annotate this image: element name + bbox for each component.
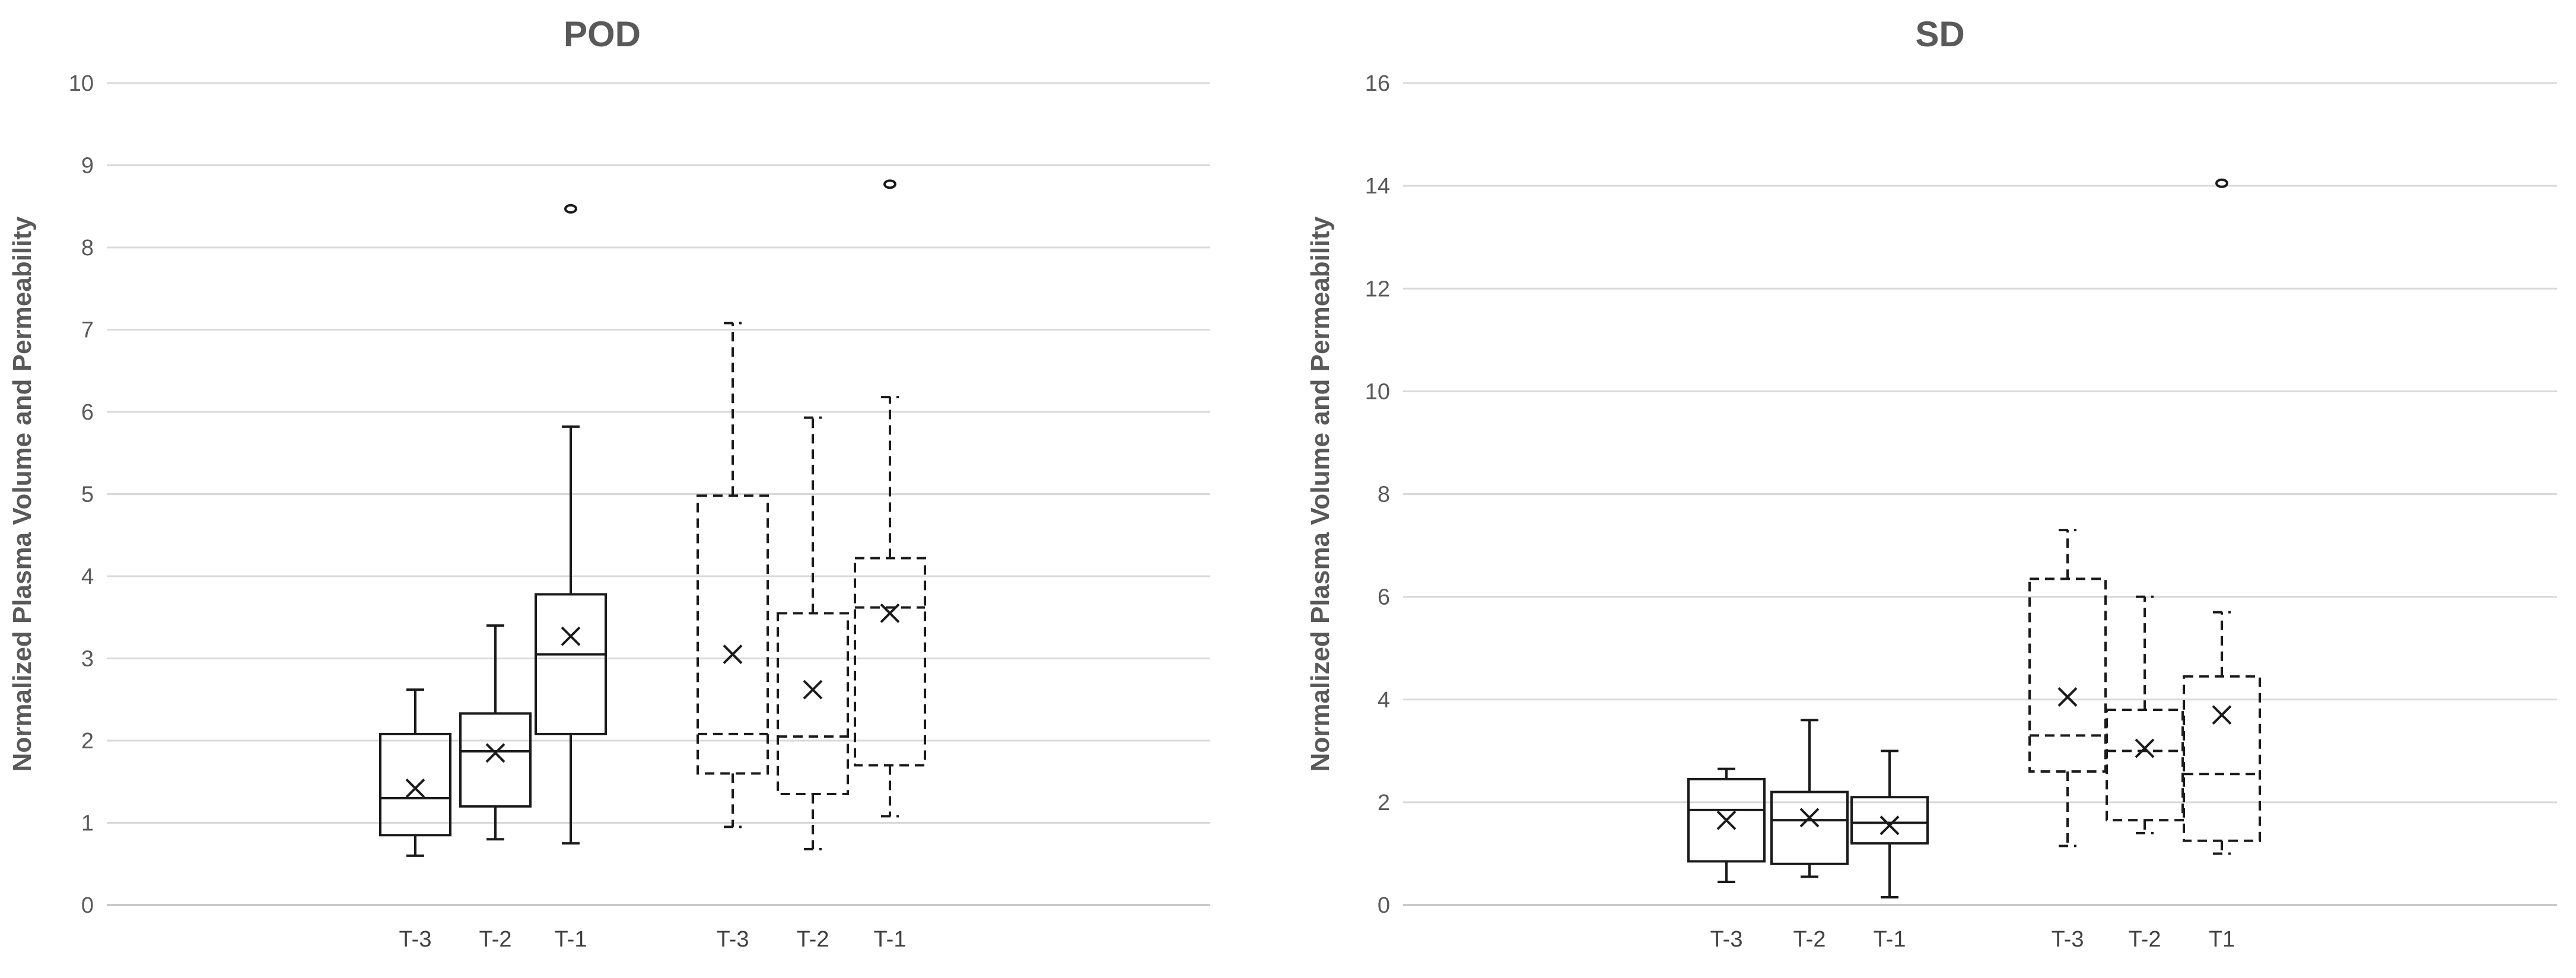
y-tick-label: 4 [1378,688,1390,713]
mean-marker [561,626,581,646]
y-tick-label: 10 [1365,379,1390,404]
box-iqr [535,593,607,735]
outlier-point [2215,178,2228,188]
box-iqr [379,732,451,837]
y-axis-label: Normalized Plasma Volume and Permeabilit… [8,216,37,771]
y-axis-label: Normalized Plasma Volume and Permeabilit… [1306,216,1335,771]
mean-marker [880,603,900,623]
y-tick-label: 10 [69,71,94,96]
y-tick-label: 4 [81,564,94,589]
y-tick-label: 16 [1365,71,1390,96]
x-category-label: T-2 [1793,927,1826,952]
box-iqr [1850,796,1929,845]
y-tick-label: 8 [1378,482,1390,507]
y-tick-label: 14 [1365,174,1390,199]
chart-title: SD [1915,14,1964,54]
box-iqr [2106,709,2184,822]
x-category-label: T-3 [1710,927,1743,952]
mean-marker [1716,810,1737,830]
box-iqr [459,712,532,808]
box-iqr [777,612,849,796]
y-tick-label: 3 [81,647,94,672]
x-category-label: T-2 [797,927,829,952]
y-tick-label: 1 [81,811,94,836]
x-category-label: T-1 [1874,927,1906,952]
mean-marker [2057,687,2078,707]
y-tick-label: 0 [81,893,94,918]
y-tick-label: 5 [81,482,94,507]
box-iqr [1687,777,1766,863]
y-tick-label: 12 [1365,277,1390,301]
mean-marker [1799,808,1820,828]
y-tick-label: 2 [81,729,94,754]
x-category-label: T-3 [2052,927,2084,952]
mean-marker [723,644,743,664]
box-iqr [2183,675,2261,842]
box-iqr [854,557,926,767]
x-category-label: T-3 [717,927,749,952]
mean-marker [2212,705,2232,725]
mean-marker [1879,815,1900,836]
y-tick-label: 2 [1378,790,1390,815]
x-category-label: T-1 [555,927,587,952]
y-tick-label: 9 [81,154,94,179]
y-tick-label: 6 [81,400,94,425]
x-category-label: T-2 [2129,927,2161,952]
mean-marker [2135,738,2155,758]
x-category-label: T1 [2209,927,2235,952]
box-iqr [1770,790,1849,865]
y-tick-label: 8 [81,236,94,261]
x-category-label: T-3 [399,927,432,952]
mean-marker [485,743,505,763]
mean-marker [405,778,425,798]
outlier-point [883,179,896,189]
chart-title: POD [564,14,641,54]
y-tick-label: 7 [81,318,94,343]
outlier-point [564,204,577,214]
x-category-label: T-1 [874,927,907,952]
x-category-label: T-2 [479,927,512,952]
mean-marker [803,679,823,700]
y-tick-label: 6 [1378,585,1390,610]
box-iqr [697,494,769,775]
y-tick-label: 0 [1378,893,1390,918]
box-iqr [2028,577,2107,773]
